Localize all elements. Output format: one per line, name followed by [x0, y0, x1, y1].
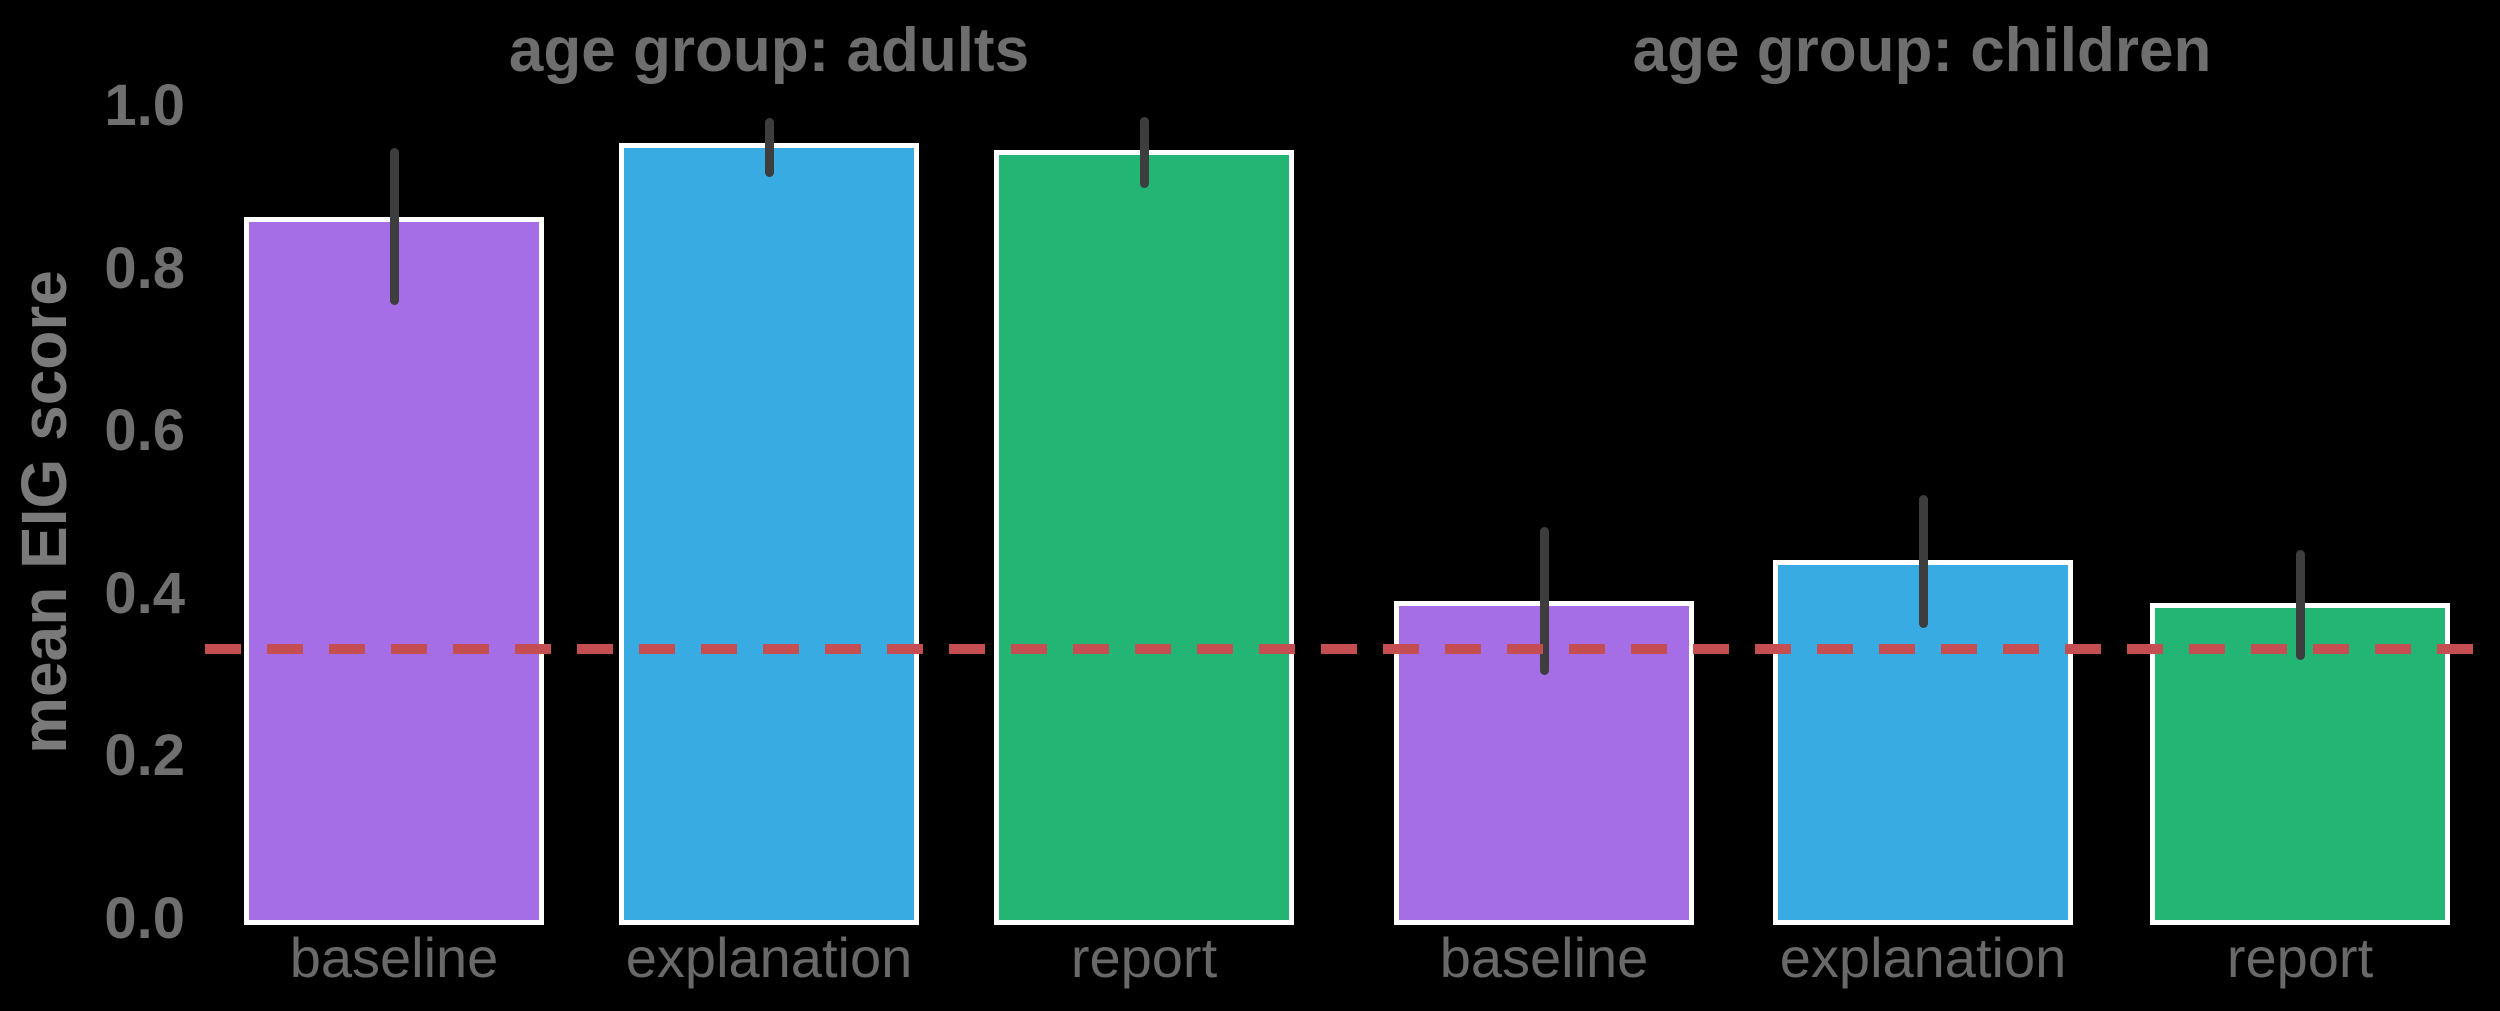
y-tick-label: 0.6	[104, 398, 185, 464]
error-bar	[1139, 116, 1149, 189]
y-tick-label: 0.0	[104, 885, 185, 951]
y-tick-label: 0.4	[104, 560, 185, 626]
y-tick-label: 0.8	[104, 235, 185, 301]
y-tick-label: 0.2	[104, 723, 185, 789]
error-bar	[389, 147, 399, 305]
error-bar	[1539, 527, 1549, 676]
facet-title-children: age group: children	[1632, 16, 2212, 85]
y-axis-label: mean EIG score	[8, 270, 80, 754]
bar-baseline	[244, 216, 544, 925]
error-bar	[2295, 550, 2305, 660]
bar-explanation	[619, 142, 919, 925]
x-tick-label: report	[2226, 926, 2374, 989]
x-tick-label: baseline	[1439, 926, 1649, 989]
x-tick-label: explanation	[625, 926, 913, 989]
y-tick-label: 1.0	[104, 72, 185, 138]
error-bar	[764, 118, 774, 177]
reference-line	[205, 644, 2495, 655]
facet-title-adults: age group: adults	[508, 16, 1030, 85]
x-tick-label: baseline	[289, 926, 499, 989]
x-tick-label: report	[1070, 926, 1218, 989]
x-tick-label: explanation	[1779, 926, 2067, 989]
error-bar	[1918, 494, 1928, 629]
bar-report	[994, 150, 1294, 925]
